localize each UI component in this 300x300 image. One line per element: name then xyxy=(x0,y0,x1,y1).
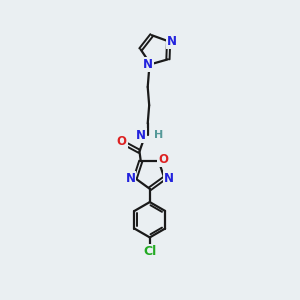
Text: O: O xyxy=(117,135,127,148)
Text: N: N xyxy=(136,129,146,142)
Text: Cl: Cl xyxy=(143,245,156,258)
Text: O: O xyxy=(158,153,168,166)
Text: N: N xyxy=(164,172,174,185)
Text: N: N xyxy=(125,172,136,185)
Text: N: N xyxy=(167,35,176,48)
Text: H: H xyxy=(154,130,164,140)
Text: N: N xyxy=(143,58,153,71)
